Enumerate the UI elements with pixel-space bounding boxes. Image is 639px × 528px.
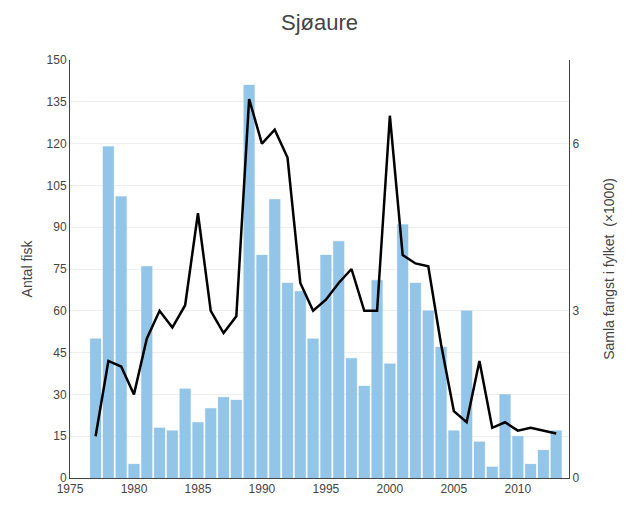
svg-text:1985: 1985: [185, 482, 212, 496]
svg-text:1975: 1975: [57, 482, 84, 496]
svg-text:0: 0: [572, 471, 579, 485]
svg-text:3: 3: [572, 304, 579, 318]
svg-text:1980: 1980: [121, 482, 148, 496]
svg-text:105: 105: [47, 179, 67, 193]
svg-text:45: 45: [53, 346, 67, 360]
svg-text:15: 15: [53, 429, 67, 443]
svg-text:135: 135: [47, 95, 67, 109]
svg-text:0: 0: [60, 471, 67, 485]
svg-text:Samla fangst i fylket (×1000): Samla fangst i fylket (×1000): [601, 178, 617, 360]
svg-text:75: 75: [53, 262, 67, 276]
svg-text:90: 90: [53, 220, 67, 234]
svg-text:120: 120: [47, 137, 67, 151]
svg-text:150: 150: [47, 53, 67, 67]
svg-text:30: 30: [53, 388, 67, 402]
svg-text:Antal fisk: Antal fisk: [19, 240, 35, 298]
svg-text:2000: 2000: [377, 482, 404, 496]
svg-text:60: 60: [53, 304, 67, 318]
svg-text:2005: 2005: [440, 482, 467, 496]
svg-text:6: 6: [572, 137, 579, 151]
svg-text:Sjøaure: Sjøaure: [281, 10, 358, 35]
svg-text:2010: 2010: [504, 482, 531, 496]
svg-text:1990: 1990: [249, 482, 276, 496]
svg-text:1995: 1995: [313, 482, 340, 496]
